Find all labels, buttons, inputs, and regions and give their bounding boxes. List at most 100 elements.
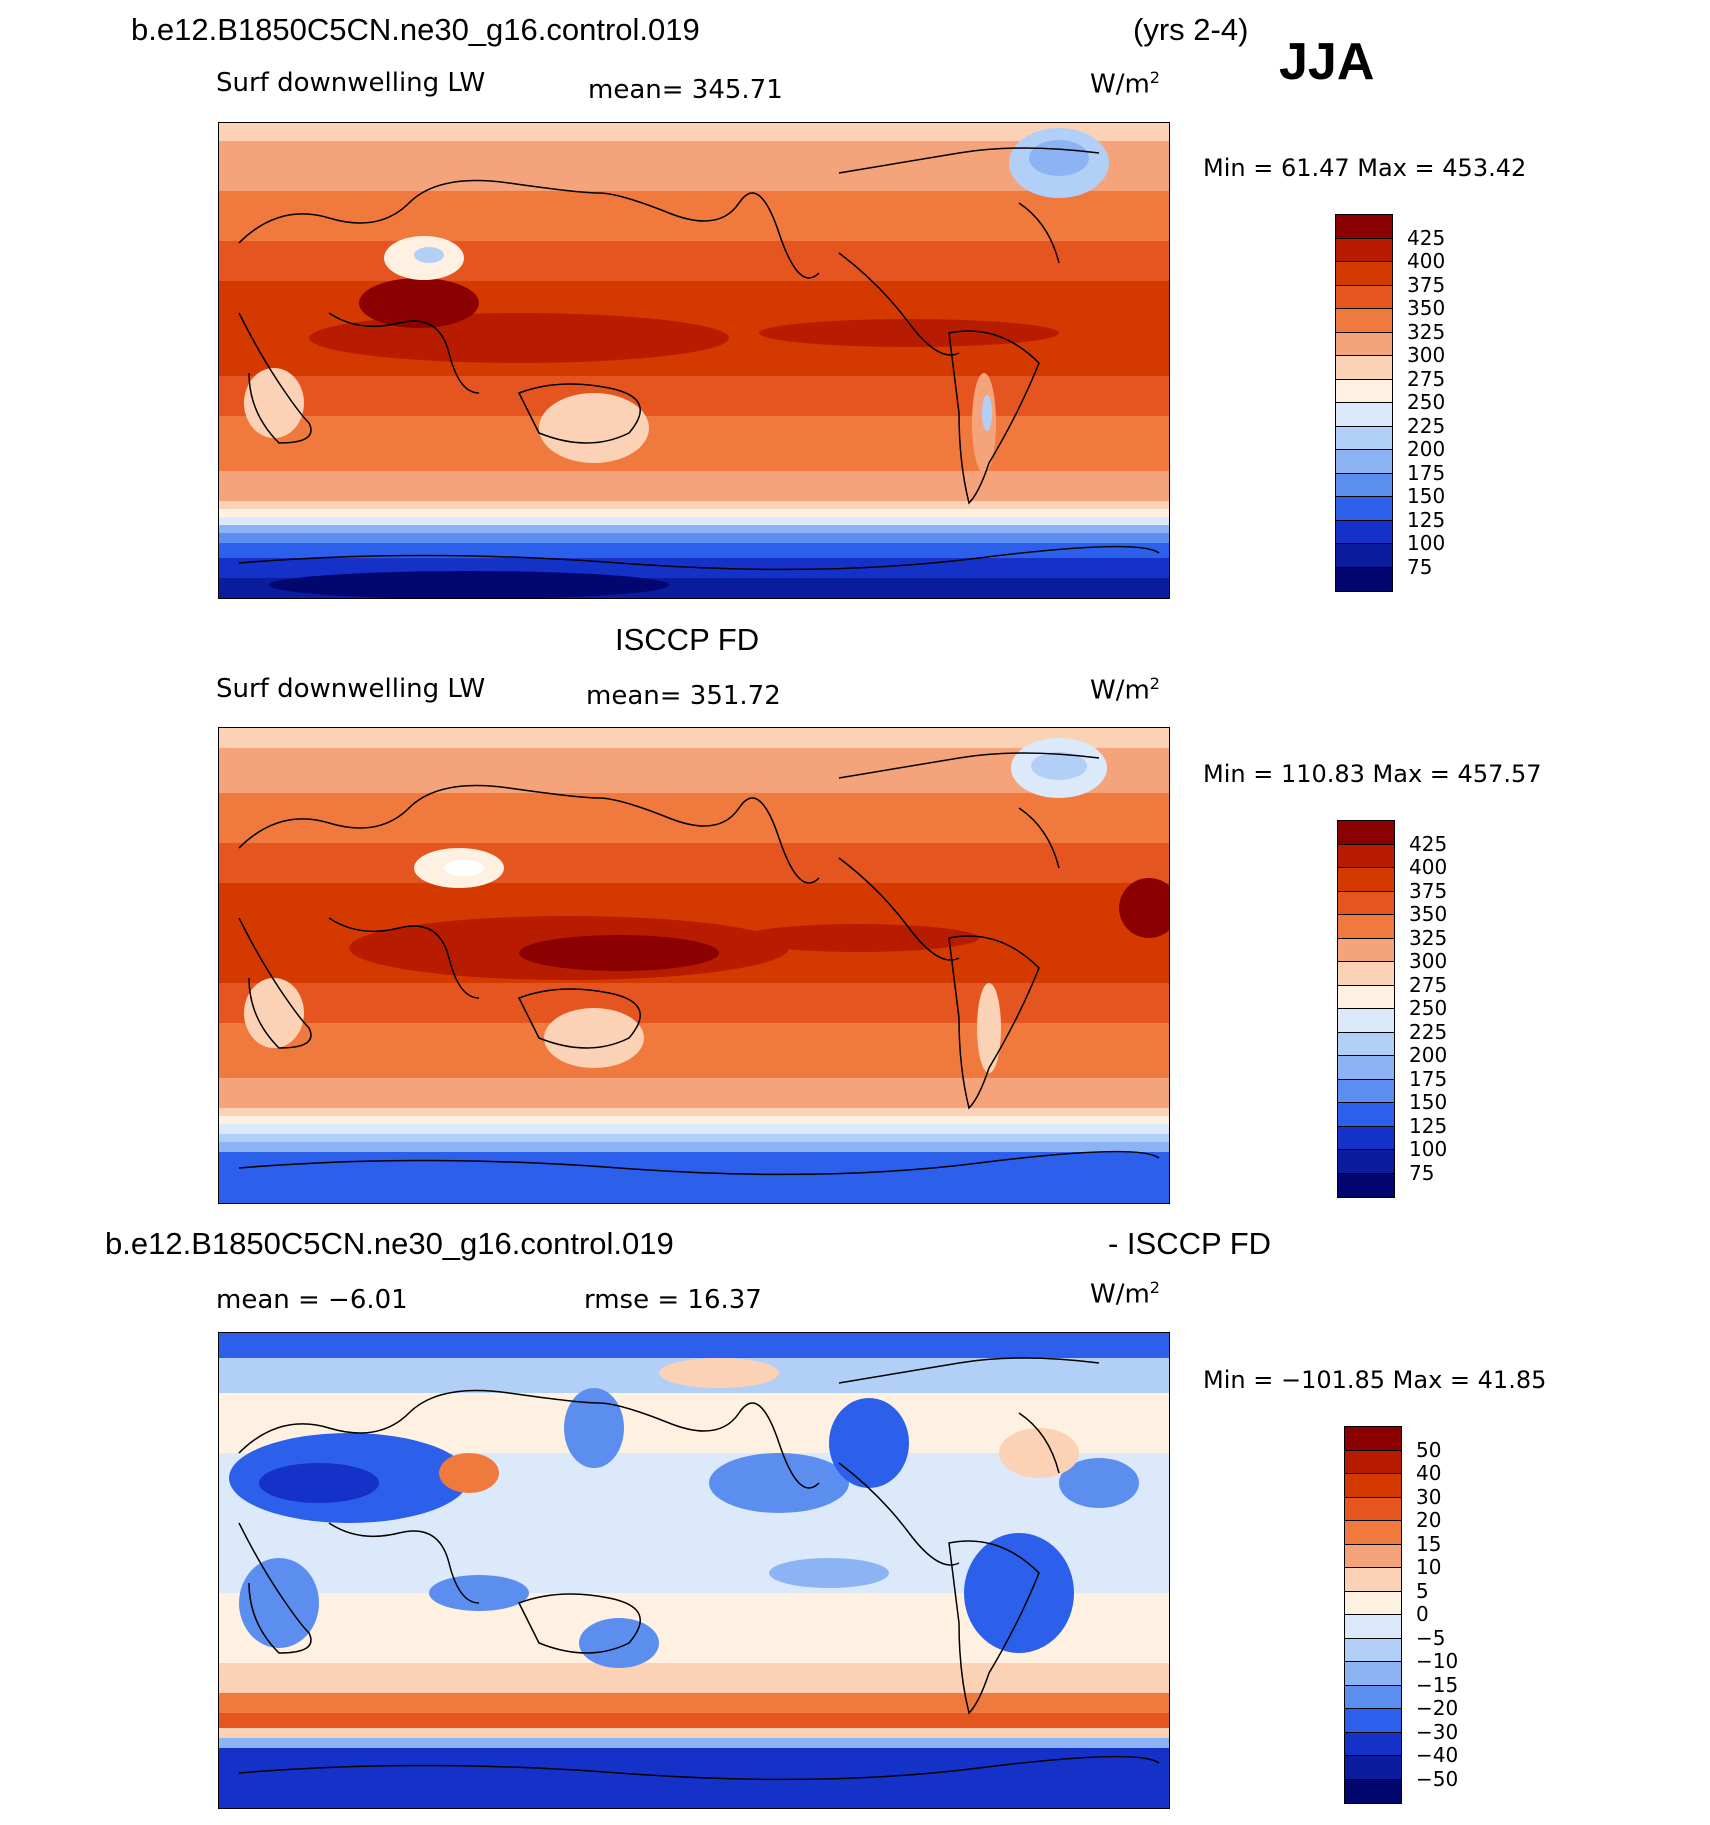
- colorbar-box: [1336, 215, 1392, 239]
- colorbar-box: [1336, 450, 1392, 474]
- panel3-title-left: b.e12.B1850C5CN.ne30_g16.control.019: [105, 1226, 674, 1261]
- colorbar-box: [1345, 1779, 1401, 1803]
- colorbar-box: [1338, 1103, 1394, 1127]
- colorbar-box: [1338, 1079, 1394, 1103]
- panel1-colorbar: [1335, 214, 1393, 592]
- colorbar-box: [1338, 938, 1394, 962]
- colorbar-box: [1336, 567, 1392, 591]
- colorbar-tick-label: 50: [1416, 1437, 1442, 1462]
- colorbar-tick-label: 100: [1409, 1137, 1448, 1161]
- colorbar-box: [1336, 262, 1392, 286]
- colorbar-tick-label: 375: [1407, 272, 1446, 297]
- panel3-minmax: Min = −101.85 Max = 41.85: [1203, 1366, 1547, 1394]
- panel3-rmse-label: rmse = 16.37: [584, 1285, 762, 1315]
- colorbar-tick-label: 250: [1407, 390, 1446, 414]
- panel3-units: W/m2: [1090, 1278, 1160, 1310]
- colorbar-box: [1336, 285, 1392, 309]
- panel3-colorbar: [1344, 1426, 1402, 1804]
- colorbar-tick-label: 100: [1407, 531, 1446, 555]
- colorbar-box: [1338, 1032, 1394, 1056]
- panel2-map: [218, 727, 1170, 1204]
- colorbar-tick-label: −30: [1416, 1719, 1459, 1744]
- colorbar-tick-label: 5: [1416, 1578, 1429, 1603]
- colorbar-tick-label: 275: [1409, 972, 1448, 997]
- panel1-units: W/m2: [1090, 68, 1160, 100]
- colorbar-tick-label: −50: [1416, 1766, 1459, 1791]
- colorbar-box: [1338, 868, 1394, 892]
- season-label: JJA: [1279, 33, 1375, 91]
- colorbar-box: [1338, 1126, 1394, 1150]
- colorbar-tick-label: 175: [1409, 1066, 1448, 1091]
- colorbar-tick-label: 275: [1407, 366, 1446, 391]
- colorbar-box: [1338, 844, 1394, 868]
- colorbar-box: [1345, 1709, 1401, 1733]
- colorbar-tick-label: −15: [1416, 1672, 1459, 1697]
- colorbar-box: [1336, 520, 1392, 544]
- colorbar-box: [1338, 962, 1394, 986]
- colorbar-tick-label: 300: [1409, 949, 1448, 973]
- colorbar-box: [1336, 356, 1392, 380]
- panel3-mean-label: mean = −6.01: [216, 1285, 408, 1315]
- colorbar-box: [1336, 426, 1392, 450]
- panel2-units: W/m2: [1090, 674, 1160, 706]
- colorbar-box: [1345, 1615, 1401, 1639]
- panel2-colorbar: [1337, 820, 1395, 1198]
- colorbar-tick-label: 325: [1407, 319, 1446, 344]
- colorbar-box: [1345, 1544, 1401, 1568]
- colorbar-tick-label: −40: [1416, 1743, 1459, 1767]
- colorbar-box: [1336, 403, 1392, 427]
- colorbar-box: [1338, 1150, 1394, 1174]
- panel1-field: [219, 123, 1169, 598]
- colorbar-tick-label: 150: [1409, 1090, 1448, 1114]
- colorbar-tick-label: 75: [1407, 554, 1433, 579]
- colorbar-tick-label: −10: [1416, 1649, 1459, 1673]
- colorbar-tick-label: 425: [1407, 225, 1446, 250]
- colorbar-tick-label: 400: [1407, 249, 1446, 273]
- colorbar-box: [1338, 821, 1394, 845]
- colorbar-box: [1336, 332, 1392, 356]
- colorbar-box: [1345, 1756, 1401, 1780]
- colorbar-box: [1336, 497, 1392, 521]
- colorbar-box: [1338, 915, 1394, 939]
- colorbar-box: [1345, 1568, 1401, 1592]
- colorbar-box: [1345, 1427, 1401, 1451]
- colorbar-tick-label: 350: [1409, 902, 1448, 926]
- panel2-minmax: Min = 110.83 Max = 457.57: [1203, 760, 1542, 788]
- colorbar-box: [1336, 379, 1392, 403]
- panel3-field: [219, 1333, 1169, 1808]
- colorbar-box: [1345, 1450, 1401, 1474]
- colorbar-tick-label: 400: [1409, 855, 1448, 879]
- colorbar-box: [1345, 1497, 1401, 1521]
- panel1-minmax: Min = 61.47 Max = 453.42: [1203, 154, 1527, 182]
- colorbar-tick-label: 125: [1407, 507, 1446, 532]
- colorbar-tick-label: 200: [1407, 437, 1446, 461]
- colorbar-tick-label: 425: [1409, 831, 1448, 856]
- colorbar-tick-label: −5: [1416, 1625, 1446, 1650]
- panel2-field: [219, 728, 1169, 1203]
- colorbar-tick-label: −20: [1416, 1696, 1459, 1720]
- panel2-variable-label: Surf downwelling LW: [216, 674, 486, 704]
- colorbar-box: [1338, 985, 1394, 1009]
- colorbar-box: [1338, 891, 1394, 915]
- colorbar-tick-label: 0: [1416, 1602, 1429, 1626]
- panel2-mean-label: mean= 351.72: [586, 681, 781, 711]
- panel3-title-right: - ISCCP FD: [1108, 1226, 1272, 1261]
- colorbar-tick-label: 40: [1416, 1461, 1442, 1485]
- colorbar-tick-label: 150: [1407, 484, 1446, 508]
- colorbar-box: [1345, 1685, 1401, 1709]
- colorbar-tick-label: 375: [1409, 878, 1448, 903]
- colorbar-tick-label: 225: [1407, 413, 1446, 438]
- panel1-variable-label: Surf downwelling LW: [216, 68, 486, 98]
- colorbar-box: [1345, 1662, 1401, 1686]
- colorbar-box: [1336, 544, 1392, 568]
- panel1-map: [218, 122, 1170, 599]
- colorbar-box: [1338, 1056, 1394, 1080]
- colorbar-tick-label: 15: [1416, 1531, 1442, 1556]
- years-label: (yrs 2-4): [1133, 12, 1249, 47]
- colorbar-box: [1336, 238, 1392, 262]
- run-title: b.e12.B1850C5CN.ne30_g16.control.019: [131, 12, 700, 47]
- colorbar-box: [1338, 1173, 1394, 1197]
- colorbar-tick-label: 225: [1409, 1019, 1448, 1044]
- colorbar-box: [1345, 1591, 1401, 1615]
- colorbar-tick-label: 350: [1407, 296, 1446, 320]
